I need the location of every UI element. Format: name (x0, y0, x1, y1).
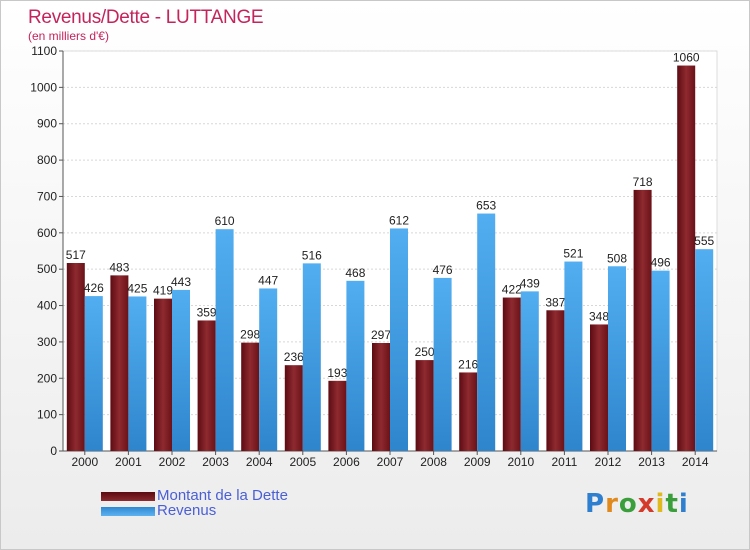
value-label-dette: 422 (502, 283, 522, 297)
x-tick-label: 2002 (159, 455, 186, 469)
value-label-dette: 387 (545, 295, 565, 309)
bar-dette (372, 343, 390, 451)
bar-dette (241, 342, 260, 451)
value-label-dette: 359 (197, 305, 217, 319)
bar-dette (459, 372, 478, 451)
x-tick-label: 2005 (289, 455, 316, 469)
y-tick-label: 500 (37, 262, 57, 276)
value-label-revenus: 425 (127, 281, 147, 295)
x-tick-label: 2012 (595, 455, 622, 469)
value-label-revenus: 555 (694, 234, 714, 248)
value-label-dette: 517 (66, 248, 86, 262)
value-label-dette: 483 (109, 260, 129, 274)
bar-revenus (302, 263, 321, 451)
value-label-revenus: 653 (476, 199, 496, 213)
x-tick-label: 2008 (420, 455, 447, 469)
value-label-revenus: 476 (433, 263, 453, 277)
bar-dette (415, 360, 434, 451)
x-tick-label: 2013 (638, 455, 665, 469)
value-label-revenus: 447 (258, 273, 278, 287)
bar-dette (110, 275, 129, 451)
y-tick-label: 1100 (31, 44, 57, 58)
bar-dette (677, 65, 696, 451)
bar-revenus (346, 280, 365, 451)
bar-revenus (520, 291, 539, 451)
legend-swatch-revenus (101, 506, 155, 516)
bar-revenus (695, 249, 714, 451)
legend-label-dette: Montant de la Dette (157, 487, 288, 504)
bar-dette (328, 380, 347, 451)
x-tick-label: 2014 (682, 455, 709, 469)
bar-revenus (477, 213, 496, 451)
bar-dette (284, 365, 303, 451)
value-label-revenus: 516 (302, 248, 322, 262)
legend-swatch-dette (101, 491, 155, 501)
y-tick-label: 600 (37, 226, 57, 240)
x-tick-label: 2007 (377, 455, 404, 469)
bar-revenus (433, 277, 452, 451)
value-label-revenus: 439 (520, 276, 540, 290)
x-tick-label: 2004 (246, 455, 273, 469)
value-label-dette: 193 (327, 366, 347, 380)
legend-item-revenus: Revenus (101, 502, 217, 519)
value-label-dette: 298 (240, 328, 260, 342)
value-label-dette: 348 (589, 309, 609, 323)
bar-revenus (564, 261, 583, 451)
y-tick-label: 900 (37, 117, 57, 131)
value-label-dette: 718 (633, 175, 653, 189)
chart-title: Revenus/Dette - LUTTANGE (28, 7, 264, 28)
y-tick-label: 400 (37, 299, 57, 313)
y-tick-label: 1000 (30, 80, 57, 94)
y-tick-label: 300 (37, 335, 57, 349)
value-label-revenus: 521 (563, 247, 583, 261)
value-label-dette: 216 (458, 357, 478, 371)
x-tick-label: 2000 (71, 455, 98, 469)
bar-revenus (128, 296, 147, 451)
x-tick-label: 2011 (551, 455, 577, 469)
value-label-revenus: 496 (651, 256, 671, 270)
bar-dette (590, 324, 608, 451)
bar-revenus (390, 228, 408, 451)
bar-dette (502, 297, 521, 451)
value-label-dette: 236 (284, 350, 304, 364)
bar-revenus (651, 270, 670, 451)
x-tick-label: 2003 (202, 455, 229, 469)
x-tick-label: 2001 (115, 455, 142, 469)
legend-item-dette: Montant de la Dette (101, 487, 288, 504)
bar-revenus (172, 289, 190, 451)
value-label-revenus: 610 (215, 214, 235, 228)
x-tick-label: 2009 (464, 455, 491, 469)
bar-dette (633, 189, 652, 451)
bar-dette (154, 298, 172, 451)
value-label-revenus: 468 (345, 266, 365, 280)
y-tick-label: 100 (37, 408, 57, 422)
bar-revenus (215, 229, 234, 451)
value-label-revenus: 612 (389, 213, 409, 227)
value-label-revenus: 426 (84, 281, 104, 295)
bar-dette (546, 310, 565, 451)
value-label-dette: 1060 (673, 51, 700, 65)
chart-subtitle: (en milliers d'€) (28, 29, 109, 43)
value-label-revenus: 443 (171, 275, 191, 289)
bar-dette (197, 320, 216, 451)
x-tick-label: 2006 (333, 455, 360, 469)
y-tick-label: 800 (37, 153, 57, 167)
bar-dette (66, 263, 85, 451)
y-tick-label: 200 (37, 371, 57, 385)
bar-revenus (608, 266, 626, 451)
legend-label-revenus: Revenus (157, 502, 217, 519)
bar-revenus (84, 296, 103, 451)
bar-revenus (259, 288, 278, 451)
value-label-dette: 419 (153, 284, 173, 298)
y-tick-label: 700 (37, 189, 57, 203)
value-label-dette: 297 (371, 328, 391, 342)
value-label-dette: 250 (415, 345, 435, 359)
y-tick-label: 0 (50, 444, 57, 458)
value-label-revenus: 508 (607, 251, 627, 265)
x-tick-label: 2010 (507, 455, 534, 469)
proxiti-logo: Proxiti (585, 489, 689, 519)
